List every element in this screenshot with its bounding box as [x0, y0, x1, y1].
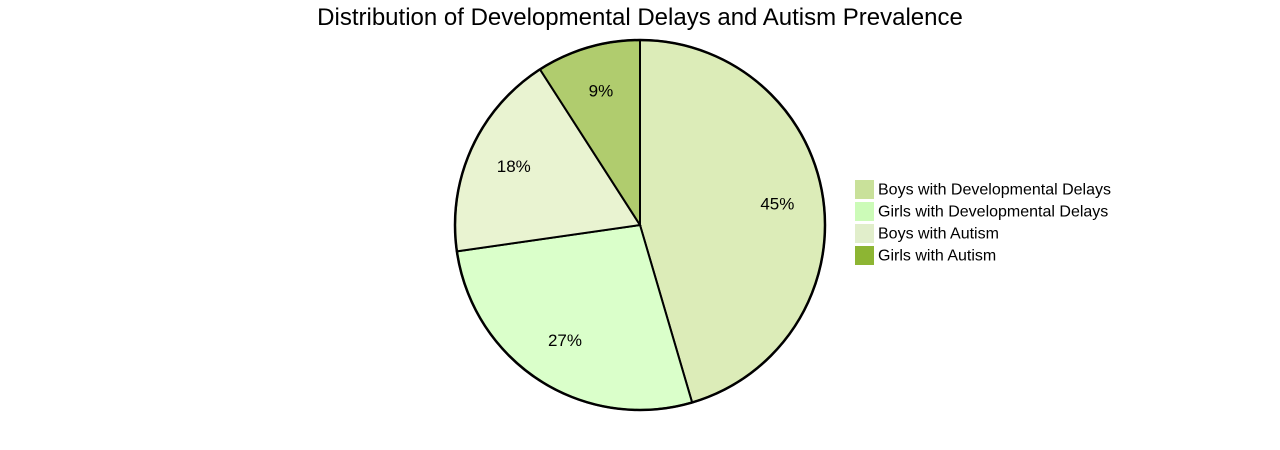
pie-outline: [453, 38, 827, 412]
legend-swatch: [855, 202, 874, 221]
legend-label: Boys with Developmental Delays: [878, 182, 1111, 199]
legend-label: Girls with Developmental Delays: [878, 204, 1108, 221]
slice-labels: 45% 27% 18% 9%: [497, 81, 795, 350]
pie-slices: [453, 38, 827, 412]
legend-label: Boys with Autism: [878, 226, 999, 243]
legend-swatch: [855, 224, 874, 243]
slice-label: 45%: [760, 195, 794, 214]
legend-swatch: [855, 180, 874, 199]
slice-label: 18%: [497, 157, 531, 176]
legend: Boys with Developmental Delays Girls with…: [855, 180, 1111, 265]
slice-label: 9%: [589, 81, 614, 100]
legend-label: Girls with Autism: [878, 248, 996, 265]
legend-swatch: [855, 246, 874, 265]
chart-title: Distribution of Developmental Delays and…: [317, 4, 963, 31]
slice-label: 27%: [548, 331, 582, 350]
